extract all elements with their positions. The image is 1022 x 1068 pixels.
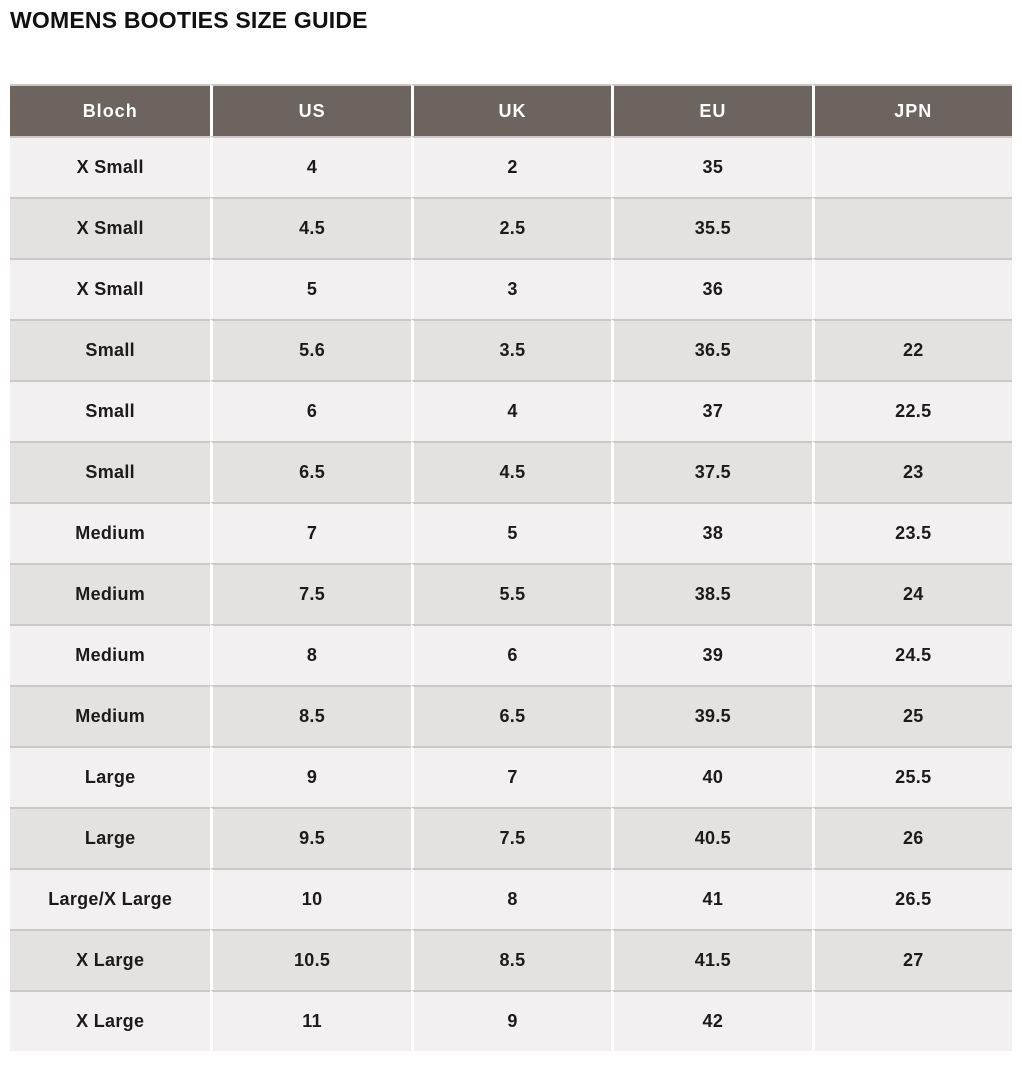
size-cell: 26.5 xyxy=(811,868,1012,929)
table-row: X Large 10.5 8.5 41.5 27 xyxy=(10,929,1012,990)
size-cell: Small xyxy=(10,380,211,441)
size-cell: 40.5 xyxy=(611,807,812,868)
size-cell: 4 xyxy=(410,380,612,441)
size-cell: 9 xyxy=(210,746,411,807)
size-cell: 2 xyxy=(410,136,612,197)
size-cell: 6.5 xyxy=(410,685,612,746)
size-cell: Large/X Large xyxy=(10,868,211,929)
size-cell: 36.5 xyxy=(611,319,812,380)
size-cell: 5.6 xyxy=(210,319,411,380)
size-cell: 37 xyxy=(611,380,812,441)
size-cell: 9 xyxy=(410,990,612,1051)
size-cell: 42 xyxy=(611,990,812,1051)
size-cell xyxy=(811,136,1012,197)
table-row: Small 5.6 3.5 36.5 22 xyxy=(10,319,1012,380)
size-cell: 6 xyxy=(410,624,612,685)
size-cell: X Small xyxy=(10,197,211,258)
size-cell: 41 xyxy=(611,868,812,929)
table-row: Small 6 4 37 22.5 xyxy=(10,380,1012,441)
size-cell: 24 xyxy=(811,563,1012,624)
size-cell: 4.5 xyxy=(410,441,612,502)
table-row: Large/X Large 10 8 41 26.5 xyxy=(10,868,1012,929)
size-cell: 4.5 xyxy=(210,197,411,258)
size-cell: Medium xyxy=(10,502,211,563)
table-row: X Small 5 3 36 xyxy=(10,258,1012,319)
table-row: X Large 11 9 42 xyxy=(10,990,1012,1051)
size-cell: 24.5 xyxy=(811,624,1012,685)
size-cell: 5.5 xyxy=(410,563,612,624)
size-cell xyxy=(811,990,1012,1051)
column-header: EU xyxy=(611,84,812,136)
size-cell: Small xyxy=(10,441,211,502)
size-cell: 3.5 xyxy=(410,319,612,380)
size-cell: X Small xyxy=(10,136,211,197)
size-cell: 35 xyxy=(611,136,812,197)
size-cell: 8.5 xyxy=(210,685,411,746)
size-cell: 25 xyxy=(811,685,1012,746)
table-row: Medium 8 6 39 24.5 xyxy=(10,624,1012,685)
size-cell: 23.5 xyxy=(811,502,1012,563)
size-cell: Small xyxy=(10,319,211,380)
size-cell: 8.5 xyxy=(410,929,612,990)
size-cell: Medium xyxy=(10,624,211,685)
size-cell: 5 xyxy=(410,502,612,563)
size-cell: 4 xyxy=(210,136,411,197)
size-cell: 11 xyxy=(210,990,411,1051)
table-row: Small 6.5 4.5 37.5 23 xyxy=(10,441,1012,502)
size-cell: 10.5 xyxy=(210,929,411,990)
size-cell: 39 xyxy=(611,624,812,685)
size-cell: 37.5 xyxy=(611,441,812,502)
size-cell: Large xyxy=(10,807,211,868)
size-cell: 2.5 xyxy=(410,197,612,258)
size-cell: 8 xyxy=(410,868,612,929)
size-cell: 36 xyxy=(611,258,812,319)
size-cell: 9.5 xyxy=(210,807,411,868)
size-cell: 39.5 xyxy=(611,685,812,746)
size-cell: 6 xyxy=(210,380,411,441)
table-row: X Small 4 2 35 xyxy=(10,136,1012,197)
size-cell: Medium xyxy=(10,563,211,624)
size-cell xyxy=(811,197,1012,258)
size-cell: 5 xyxy=(210,258,411,319)
table-row: X Small 4.5 2.5 35.5 xyxy=(10,197,1012,258)
size-cell: 26 xyxy=(811,807,1012,868)
size-cell: 22 xyxy=(811,319,1012,380)
size-cell: X Small xyxy=(10,258,211,319)
size-cell: 25.5 xyxy=(811,746,1012,807)
size-cell: 35.5 xyxy=(611,197,812,258)
table-row: Medium 7 5 38 23.5 xyxy=(10,502,1012,563)
size-cell: 40 xyxy=(611,746,812,807)
column-header: JPN xyxy=(811,84,1012,136)
size-cell: 7 xyxy=(210,502,411,563)
size-cell: 7.5 xyxy=(410,807,612,868)
size-cell: Medium xyxy=(10,685,211,746)
size-cell: 7.5 xyxy=(210,563,411,624)
size-cell: 38.5 xyxy=(611,563,812,624)
size-guide-table: Bloch US UK EU JPN X Small 4 2 35 X Small 4.5 2.5 3… xyxy=(10,84,1012,1051)
table-row: Large 9 7 40 25.5 xyxy=(10,746,1012,807)
size-cell: 7 xyxy=(410,746,612,807)
size-cell: 8 xyxy=(210,624,411,685)
size-cell: 3 xyxy=(410,258,612,319)
table-header-row: Bloch US UK EU JPN xyxy=(10,84,1012,136)
size-cell: 22.5 xyxy=(811,380,1012,441)
table-row: Large 9.5 7.5 40.5 26 xyxy=(10,807,1012,868)
table-row: Medium 8.5 6.5 39.5 25 xyxy=(10,685,1012,746)
size-cell: 27 xyxy=(811,929,1012,990)
size-cell: 23 xyxy=(811,441,1012,502)
size-cell: X Large xyxy=(10,990,211,1051)
column-header: US xyxy=(210,84,411,136)
size-cell: 6.5 xyxy=(210,441,411,502)
size-cell xyxy=(811,258,1012,319)
size-cell: X Large xyxy=(10,929,211,990)
page-title: WOMENS BOOTIES SIZE GUIDE xyxy=(10,7,368,33)
column-header: Bloch xyxy=(10,84,211,136)
table-row: Medium 7.5 5.5 38.5 24 xyxy=(10,563,1012,624)
size-cell: 10 xyxy=(210,868,411,929)
column-header: UK xyxy=(410,84,612,136)
size-cell: Large xyxy=(10,746,211,807)
size-cell: 38 xyxy=(611,502,812,563)
size-cell: 41.5 xyxy=(611,929,812,990)
